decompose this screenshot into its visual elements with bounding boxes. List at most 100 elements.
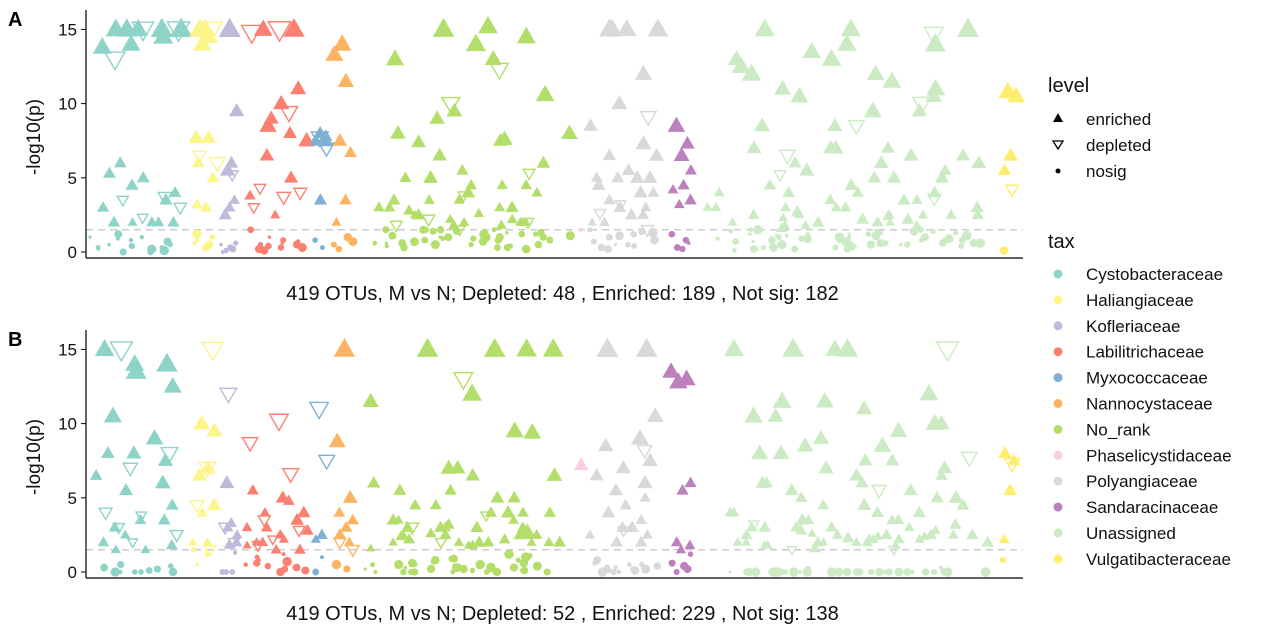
point-depleted-nannocystaceae xyxy=(332,537,347,550)
point-enriched-nannocystaceae xyxy=(339,520,353,532)
point-depleted-cystobacteraceae xyxy=(136,213,150,225)
point-nosig-no_rank xyxy=(504,549,514,559)
point-nosig-no_rank xyxy=(494,244,501,251)
legend-tax-swatch xyxy=(1053,424,1063,434)
point-enriched-kofleriaceae xyxy=(223,201,236,212)
x-axis-label: 419 OTUs, M vs N; Depleted: 52 , Enriche… xyxy=(286,603,839,625)
point-enriched-polyangiaceae xyxy=(642,170,658,183)
point-nosig-unassigned xyxy=(834,567,844,577)
point-enriched-cystobacteraceae xyxy=(102,166,116,178)
point-depleted-cystobacteraceae xyxy=(169,529,185,544)
point-depleted-labilitrichaceae xyxy=(241,436,260,453)
point-enriched-polyangiaceae xyxy=(647,186,660,197)
point-enriched-cystobacteraceae xyxy=(163,377,182,393)
point-nosig-no_rank xyxy=(532,231,539,237)
point-enriched-no_rank xyxy=(543,536,555,547)
y-tick-label: 0 xyxy=(68,243,77,262)
point-enriched-polyangiaceae xyxy=(624,208,638,220)
point-nosig-kofleriaceae xyxy=(220,250,225,254)
point-enriched-unassigned xyxy=(772,391,792,408)
point-enriched-unassigned xyxy=(754,18,776,37)
point-enriched-nannocystaceae xyxy=(337,72,355,87)
point-enriched-no_rank xyxy=(403,204,415,215)
point-depleted-labilitrichaceae xyxy=(247,203,261,215)
point-depleted-labilitrichaceae xyxy=(279,105,299,124)
point-enriched-cystobacteraceae xyxy=(150,17,173,38)
point-enriched-kofleriaceae xyxy=(223,539,234,549)
point-enriched-no_rank xyxy=(373,201,385,212)
point-enriched-polyangiaceae xyxy=(630,428,649,445)
point-enriched-unassigned xyxy=(758,520,772,532)
point-enriched-polyangiaceae xyxy=(637,474,653,489)
legend-level-label: nosig xyxy=(1086,162,1127,181)
point-enriched-polyangiaceae xyxy=(610,535,623,547)
data-points xyxy=(89,337,1022,577)
point-enriched-labilitrichaceae xyxy=(290,80,307,95)
point-nosig-polyangiaceae xyxy=(592,560,598,566)
point-enriched-unassigned xyxy=(759,540,770,549)
point-enriched-unassigned xyxy=(971,208,985,220)
point-nosig-labilitrichaceae xyxy=(243,562,248,567)
point-enriched-unassigned xyxy=(851,186,864,197)
legend-tax-swatch xyxy=(1053,295,1063,305)
point-nosig-cystobacteraceae xyxy=(138,569,144,575)
point-nosig-cystobacteraceae xyxy=(110,567,120,577)
point-enriched-polyangiaceae xyxy=(621,163,636,176)
point-enriched-no_rank xyxy=(429,110,445,124)
point-enriched-polyangiaceae xyxy=(590,171,603,182)
point-enriched-no_rank xyxy=(423,194,435,204)
point-enriched-cystobacteraceae xyxy=(168,186,182,197)
point-enriched-unassigned xyxy=(948,490,964,503)
point-enriched-no_rank xyxy=(429,498,442,510)
point-enriched-unassigned xyxy=(827,117,843,132)
point-nosig-sandaracinaceae xyxy=(673,569,680,575)
point-enriched-nannocystaceae xyxy=(325,45,344,61)
point-enriched-no_rank xyxy=(516,338,538,357)
point-enriched-myxococcaceae xyxy=(319,129,333,141)
point-nosig-unassigned xyxy=(803,234,812,244)
point-enriched-no_rank xyxy=(390,125,406,139)
point-nosig-unassigned xyxy=(876,239,885,248)
point-enriched-polyangiaceae xyxy=(613,200,627,212)
point-nosig-haliangiaceae xyxy=(192,229,202,239)
point-enriched-unassigned xyxy=(866,64,885,81)
point-enriched-cystobacteraceae xyxy=(156,352,178,372)
point-nosig-labilitrichaceae xyxy=(280,241,284,245)
point-enriched-polyangiaceae xyxy=(619,498,632,510)
point-enriched-no_rank xyxy=(546,467,563,481)
point-enriched-unassigned xyxy=(886,170,902,183)
point-nosig-polyangiaceae xyxy=(600,247,605,251)
point-enriched-unassigned xyxy=(912,505,926,518)
point-enriched-cystobacteraceae xyxy=(103,406,122,423)
point-nosig-labilitrichaceae xyxy=(282,556,292,567)
point-nosig-polyangiaceae xyxy=(605,567,612,574)
point-enriched-unassigned xyxy=(830,201,842,212)
point-nosig-no_rank xyxy=(429,227,437,235)
point-enriched-labilitrichaceae xyxy=(283,126,297,139)
point-enriched-polyangiaceae xyxy=(617,19,637,37)
point-nosig-cystobacteraceae xyxy=(128,242,135,250)
point-depleted-haliangiaceae xyxy=(208,156,227,173)
point-nosig-kofleriaceae xyxy=(223,569,230,575)
point-enriched-unassigned xyxy=(981,535,994,547)
point-nosig-no_rank xyxy=(426,564,436,574)
point-depleted-labilitrichaceae xyxy=(268,413,290,432)
point-enriched-labilitrichaceae xyxy=(246,484,259,495)
point-enriched-unassigned xyxy=(914,533,925,543)
point-enriched-unassigned xyxy=(930,490,944,503)
legend-tax-swatch xyxy=(1053,554,1063,564)
y-axis-label: -log10(p) xyxy=(24,99,45,175)
point-enriched-unassigned xyxy=(710,202,722,211)
point-nosig-unassigned xyxy=(753,225,763,235)
point-enriched-unassigned xyxy=(790,521,802,532)
point-enriched-labilitrichaceae xyxy=(263,110,279,124)
point-nosig-sandaracinaceae xyxy=(673,244,681,251)
point-enriched-polyangiaceae xyxy=(635,135,652,150)
legend-tax-swatch xyxy=(1053,269,1063,279)
point-nosig-no_rank xyxy=(422,226,429,234)
point-nosig-no_rank xyxy=(459,564,468,574)
point-depleted-cystobacteraceae xyxy=(134,511,148,523)
point-enriched-haliangiaceae xyxy=(206,171,220,183)
point-enriched-no_rank xyxy=(439,528,452,540)
point-nosig-unassigned xyxy=(731,248,737,253)
